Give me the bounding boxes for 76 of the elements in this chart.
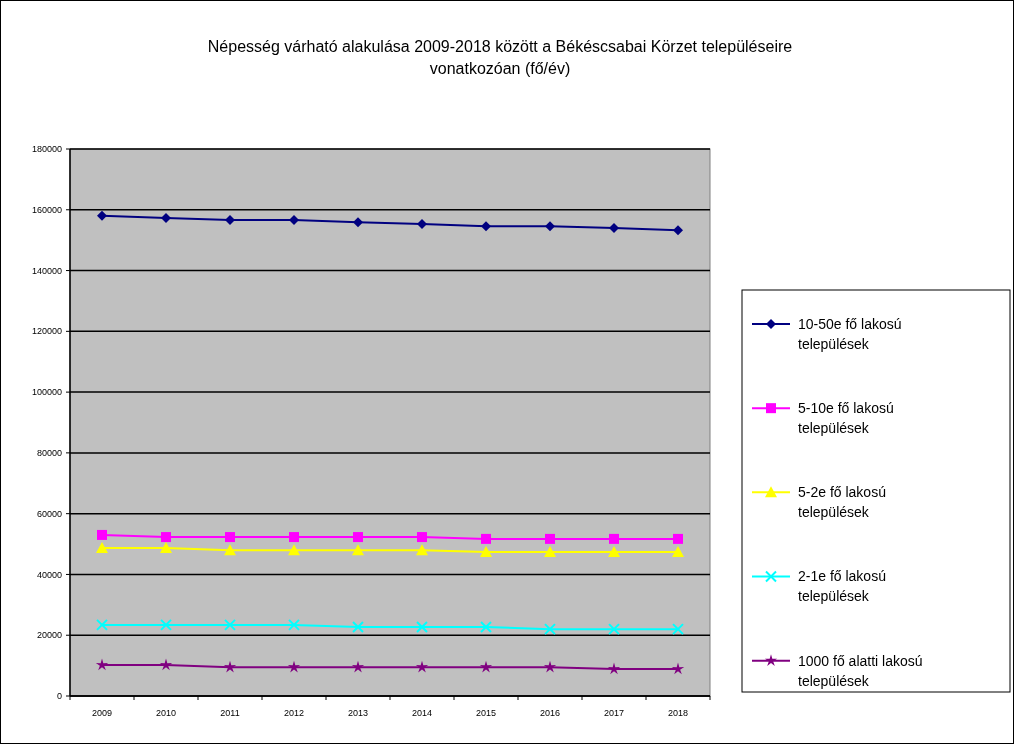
point (161, 532, 171, 543)
y-tick-label: 0 (56, 691, 62, 702)
point (543, 660, 557, 673)
y-tick-label: 20000 (36, 630, 62, 641)
x-tick-label: 2018 (667, 708, 689, 718)
point (161, 212, 171, 223)
point (545, 533, 555, 544)
y-tick-label: 120000 (31, 326, 62, 337)
point (607, 662, 621, 675)
point (673, 225, 683, 236)
point (96, 542, 108, 554)
x-tick-label: 2016 (539, 708, 561, 718)
point (608, 545, 620, 557)
point (160, 542, 172, 554)
point (287, 660, 301, 673)
y-tick-label: 40000 (36, 569, 62, 580)
legend-label: 5-10e fő lakosú települések (798, 400, 894, 437)
point (417, 532, 427, 543)
point (289, 215, 299, 226)
point (289, 532, 299, 543)
point (673, 533, 683, 544)
point (479, 660, 493, 673)
point (609, 223, 619, 234)
point (417, 219, 427, 230)
x-tick-label: 2013 (347, 708, 369, 718)
point (481, 221, 491, 232)
point (353, 217, 363, 228)
point (225, 215, 235, 226)
y-tick-label: 60000 (36, 508, 62, 519)
point (416, 544, 428, 556)
point (353, 532, 363, 543)
y-tick-label: 180000 (31, 144, 62, 155)
point (672, 545, 684, 557)
x-tick-label: 2014 (411, 708, 433, 718)
point (544, 545, 556, 557)
chart-title: Népesség várható alakulása 2009-2018 között a Békéscsabai Körzet településeire vonatkozóan (fő/év) (207, 38, 793, 77)
point (480, 621, 492, 634)
point (416, 621, 428, 634)
y-tick-label: 100000 (31, 387, 62, 398)
x-tick-label: 2012 (283, 708, 305, 718)
x-tick-label: 2015 (475, 708, 497, 718)
legend-label: 5-2e fő lakosú települések (798, 484, 886, 521)
point (415, 660, 429, 673)
point (544, 623, 556, 636)
x-tick-label: 2017 (603, 708, 625, 718)
point (608, 623, 620, 636)
point (225, 532, 235, 543)
point (224, 618, 236, 631)
point (481, 533, 491, 544)
y-tick-label: 140000 (31, 265, 62, 276)
point (96, 618, 108, 631)
point (160, 618, 172, 631)
point (97, 529, 107, 540)
point (480, 545, 492, 557)
point (671, 662, 685, 675)
point (97, 210, 107, 221)
point (352, 621, 364, 634)
point (224, 544, 236, 556)
y-tick-label: 80000 (36, 448, 62, 459)
point (672, 623, 684, 636)
point (545, 221, 555, 232)
point (288, 618, 300, 631)
x-tick-label: 2011 (220, 708, 240, 718)
point (95, 658, 109, 671)
legend-label: 1000 fő alatti lakosú települések (798, 652, 923, 689)
point (159, 658, 173, 671)
legend-label: 2-1e fő lakosú települések (798, 568, 886, 605)
point (352, 544, 364, 556)
x-tick-label: 2010 (155, 708, 177, 718)
legend-label: 10-50e fő lakosú települések (798, 315, 902, 352)
x-tick-label: 2009 (91, 708, 113, 718)
point (351, 660, 365, 673)
point (609, 533, 619, 544)
y-tick-label: 160000 (31, 204, 62, 215)
point (288, 544, 300, 556)
point (223, 660, 237, 673)
